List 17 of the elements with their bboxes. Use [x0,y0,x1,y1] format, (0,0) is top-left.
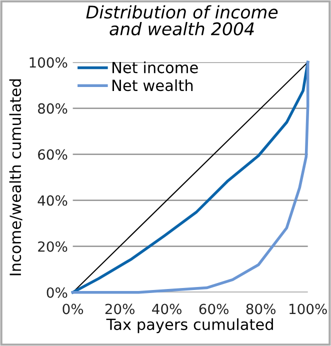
y-tick-label: 100% [30,57,68,68]
x-axis-title: Tax payers cumulated [106,318,273,334]
y-tick-label: 60% [38,149,68,160]
y-tick-label: 20% [38,241,68,252]
x-tick-label: 40% [152,304,182,314]
legend-label: Net wealth [112,79,193,92]
y-tick-label: 80% [38,103,68,114]
x-tick-label: 80% [246,304,276,314]
x-tick-label: 0% [62,304,84,314]
x-tick-label: 20% [105,304,134,314]
x-tick-label: 100% [290,304,327,314]
chart-title: Distribution of income and wealth 2004 [86,5,278,36]
y-tick-label: 0% [46,287,68,298]
y-tick-label: 40% [38,195,68,206]
x-tick-label: 60% [199,304,228,314]
y-axis-title: Income/wealth cumulated [9,79,22,276]
legend-label: Net income [112,61,198,74]
